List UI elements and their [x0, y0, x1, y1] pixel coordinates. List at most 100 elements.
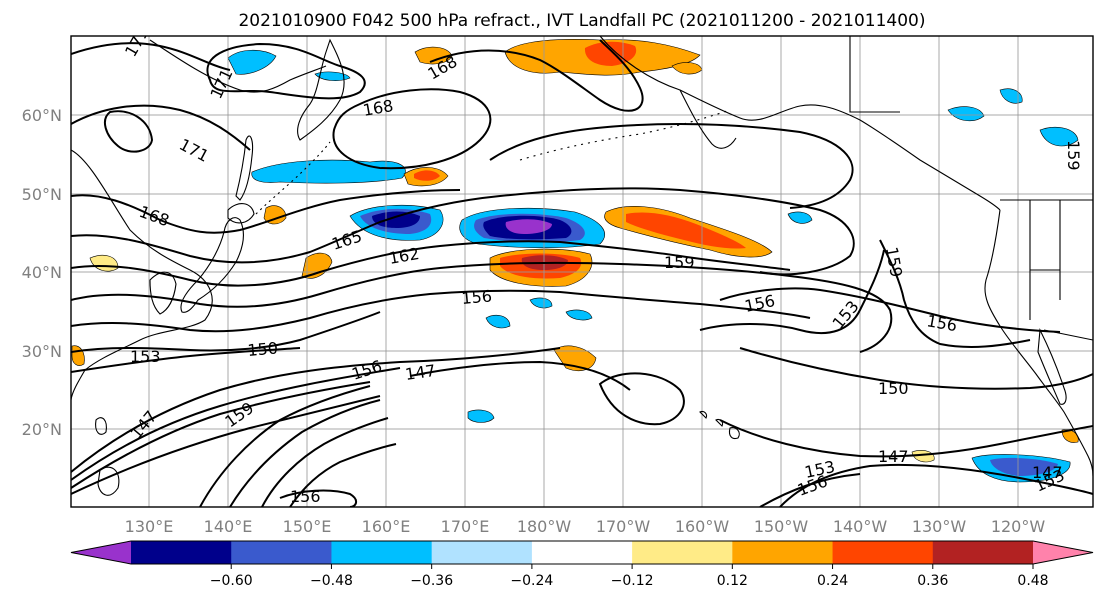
- boundary-states: [1029, 200, 1061, 320]
- colorbar-segment: [131, 541, 232, 564]
- map-panel: 171 171 168 168 171 168 165 162 159 159 …: [70, 35, 1094, 508]
- latitude-tick-label: 50°N: [22, 185, 62, 204]
- colorbar-segment: [231, 541, 332, 564]
- coast-baja: [1037, 328, 1067, 405]
- colorbar-tick-label: −0.60: [210, 573, 253, 589]
- contour-label: 147: [878, 447, 909, 466]
- colorbar-segment: [531, 541, 633, 564]
- anomaly-blob-neg-kamchatka: [314, 71, 351, 81]
- coast-kamchatka: [297, 38, 345, 141]
- anomaly-blob-neg-okhotsk: [227, 49, 277, 75]
- refractivity-contours: [71, 39, 1093, 507]
- anomaly-blob-neg-subtrop1: [485, 314, 511, 329]
- contour-171-north: [71, 42, 231, 71]
- contour-168-upper: [71, 104, 251, 151]
- anomaly-blob-pos-bering-east: [414, 46, 453, 65]
- contour-label: 147: [404, 361, 437, 384]
- latitude-tick-label: 30°N: [22, 342, 62, 361]
- anomaly-blob-neg-subtrop2: [565, 309, 593, 321]
- contour-165-north-closed: [489, 123, 854, 209]
- contour-159: [71, 261, 893, 353]
- anomaly-blob-neg-small5: [1039, 127, 1079, 147]
- longitude-tick-label: 130°W: [912, 517, 967, 536]
- contour-165: [71, 187, 855, 276]
- colorbar-segment: [932, 541, 1034, 564]
- colorbar-outline: [70, 540, 1094, 565]
- colorbar-tick-label: 0.48: [1017, 573, 1048, 589]
- contour-153-east: [699, 249, 885, 335]
- contour-168-arc: [429, 39, 644, 112]
- anomaly-blob-neg-central-core: [505, 219, 552, 234]
- longitude-tick-label: 180°W: [517, 517, 572, 536]
- anomaly-blob-neg-small2: [787, 211, 813, 224]
- colorbar-segment: [431, 541, 533, 564]
- contour-171-west-loop: [103, 110, 154, 153]
- contour-153-southeast: [779, 463, 1093, 507]
- colorbar: −0.60 −0.48 −0.36 −0.24 −0.12 0.12 0.24 0.36 0.4…: [70, 540, 1094, 589]
- contour-label: 159: [1064, 140, 1083, 171]
- contour-159-jet: [71, 381, 371, 489]
- contour-label: 150: [878, 379, 909, 398]
- contour-159-east: [879, 239, 1031, 348]
- contour-156-east: [719, 287, 1061, 333]
- coast-taiwan: [95, 417, 107, 435]
- colorbar-extend-high: [1033, 541, 1093, 564]
- contour-label: 147: [1032, 463, 1063, 482]
- map-title: 2021010900 F042 500 hPa refract., IVT La…: [238, 11, 925, 31]
- longitude-tick-label: 120°W: [991, 517, 1046, 536]
- contour-147-jet: [71, 347, 561, 473]
- colorbar-tick-label: −0.36: [410, 573, 453, 589]
- contour-label: 156: [290, 487, 321, 506]
- contour-150: [71, 347, 301, 373]
- anomaly-blob-neg-southeast-core: [990, 457, 1058, 476]
- longitude-labels: 130°E 140°E 150°E 160°E 170°E 180°W 170°W 160°W…: [125, 517, 1046, 536]
- contour-153: [71, 311, 381, 353]
- longitude-tick-label: 130°E: [125, 517, 174, 536]
- coastlines: [71, 36, 1093, 496]
- contour-162: [71, 240, 791, 287]
- anomaly-blob-neg-small4: [999, 88, 1023, 104]
- colorbar-tick-label: 0.24: [817, 573, 848, 589]
- anomaly-blob-neg-small3: [947, 106, 985, 122]
- colorbar-extend-low: [71, 541, 131, 564]
- contour-147-southeast: [719, 419, 1093, 458]
- longitude-tick-label: 170°E: [441, 517, 490, 536]
- anomaly-blob-neg-westpac-core: [372, 211, 420, 228]
- contour-jet-6: [229, 399, 381, 507]
- colorbar-segment: [632, 541, 733, 564]
- longitude-tick-label: 140°E: [204, 517, 253, 536]
- colorbar-segment: [832, 541, 934, 564]
- colorbar-segment: [331, 541, 433, 564]
- map-frame: [70, 35, 1094, 508]
- anomaly-blob-neg-small1: [467, 409, 495, 423]
- contour-south-loop: [279, 489, 357, 507]
- coast-na-west: [984, 209, 1093, 477]
- colorbar-tick-label: −0.12: [611, 573, 654, 589]
- contour-168-loop-kam: [332, 88, 492, 170]
- contour-171-loop: [206, 42, 366, 100]
- contour-156-jet: [71, 367, 401, 481]
- latitude-tick-label: 60°N: [22, 106, 62, 125]
- contour-150-east: [739, 347, 1093, 390]
- longitude-tick-label: 150°W: [754, 517, 809, 536]
- contour-147-subtrop: [409, 360, 631, 391]
- colorbar-tick-label: −0.48: [310, 573, 353, 589]
- contour-label: 156: [461, 286, 493, 308]
- contour-jet-4: [71, 395, 381, 495]
- contour-label: 153: [130, 347, 161, 366]
- contour-label: 150: [247, 338, 279, 360]
- anomaly-blob-pos-eastband-core: [626, 212, 746, 249]
- latitude-tick-label: 20°N: [22, 420, 62, 439]
- colorbar-tick-label: 0.36: [917, 573, 948, 589]
- latitude-labels: 60°N 50°N 40°N 30°N 20°N: [22, 106, 62, 439]
- coast-alaska-peninsula: [679, 89, 737, 149]
- longitude-tick-label: 160°E: [362, 517, 411, 536]
- anomaly-blob-pos-okhotsk-core: [414, 170, 440, 181]
- coast-korea: [149, 271, 177, 315]
- coast-philippines: [97, 466, 120, 496]
- contour-156-southeast: [759, 473, 861, 507]
- colorbar-tick-label: 0.12: [717, 573, 748, 589]
- longitude-tick-label: 160°W: [675, 517, 730, 536]
- coast-sakhalin: [235, 135, 254, 201]
